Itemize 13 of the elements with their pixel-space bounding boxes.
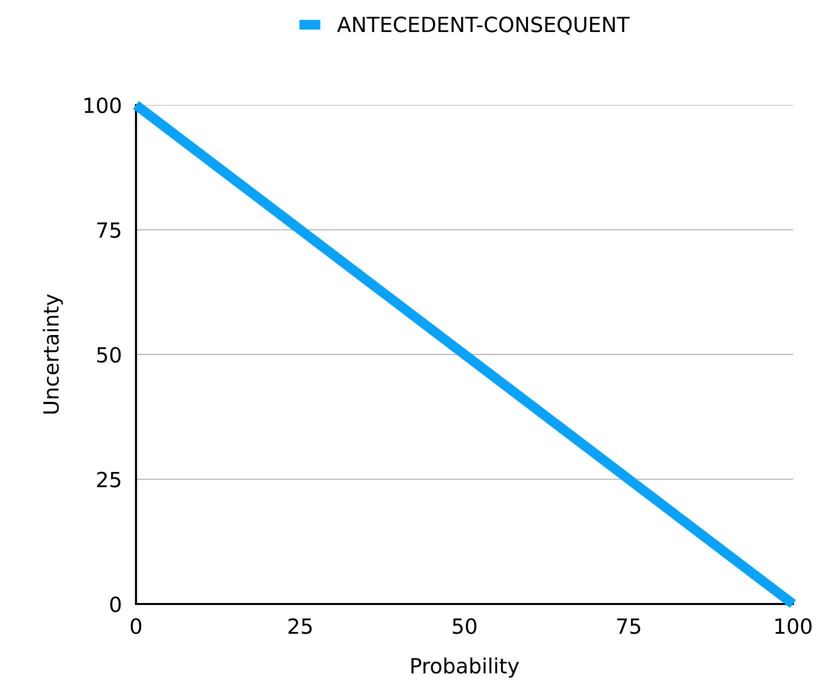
y-tick-label: 100 [84,97,121,114]
x-tick-label: 75 [617,618,640,634]
x-tick-label: 0 [130,618,142,634]
y-tick-label: 25 [97,472,120,488]
x-axis-title: Probability [411,657,519,678]
y-tick-label: 75 [97,222,120,238]
x-tick-label: 50 [452,618,476,634]
x-tick-label: 100 [775,618,812,634]
y-tick-label: 50 [97,346,121,363]
y-axis-title: Uncertainty [42,294,63,414]
y-tick-label: 0 [110,596,121,612]
x-tick-label: 25 [288,618,312,634]
legend-label: ANTECEDENT-CONSEQUENT [337,16,630,35]
